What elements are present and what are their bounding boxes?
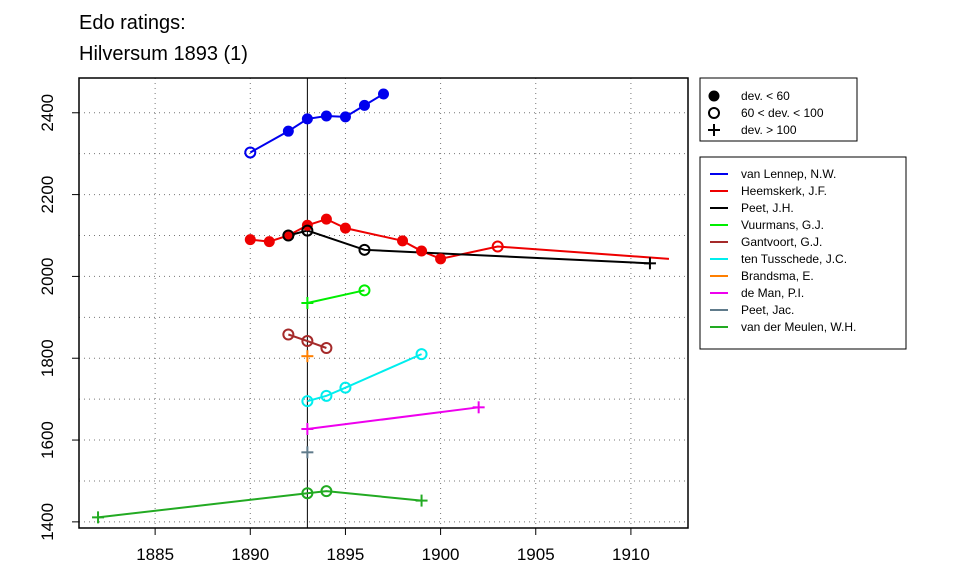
series-line bbox=[288, 333, 327, 349]
grid bbox=[79, 78, 688, 528]
x-tick-label: 1900 bbox=[422, 545, 460, 564]
data-point bbox=[301, 335, 314, 348]
plot-frame bbox=[78, 77, 689, 529]
data-point bbox=[320, 389, 333, 402]
x-tick-label: 1895 bbox=[327, 545, 365, 564]
y-axis: 1400 1600 1800 2000 2200 2400 bbox=[38, 94, 79, 541]
data-point bbox=[320, 110, 332, 122]
data-point bbox=[244, 234, 256, 246]
data-point bbox=[301, 423, 314, 435]
data-point bbox=[301, 297, 314, 309]
y-tick-label: 1600 bbox=[38, 421, 57, 459]
chart-title: Edo ratings: bbox=[79, 12, 186, 34]
series-line bbox=[288, 229, 650, 265]
data-point bbox=[378, 88, 389, 100]
data-point bbox=[320, 342, 333, 354]
data-point bbox=[301, 395, 314, 408]
series-legend-box bbox=[699, 156, 907, 350]
data-point bbox=[263, 236, 275, 248]
x-tick-label: 1905 bbox=[517, 545, 555, 564]
data-point bbox=[358, 243, 371, 256]
marker-legend-symbol bbox=[708, 124, 720, 136]
series-line bbox=[307, 353, 422, 403]
x-axis: 1885 1890 1895 1900 1905 1910 bbox=[136, 528, 650, 564]
y-tick-label: 2400 bbox=[38, 94, 57, 132]
series-legend-label: de Man, P.I. bbox=[741, 286, 804, 300]
data-point bbox=[397, 235, 409, 247]
series-legend-label: Peet, J.H. bbox=[741, 201, 794, 215]
marker-legend-label: 60 < dev. < 100 bbox=[741, 106, 824, 120]
series-legend-label: van Lennep, N.W. bbox=[741, 167, 836, 181]
series-legend-label: Peet, Jac. bbox=[741, 303, 794, 317]
data-point bbox=[320, 213, 332, 225]
series-legend-label: Heemskerk, J.F. bbox=[741, 184, 827, 198]
series-line bbox=[97, 490, 422, 519]
y-tick-label: 2000 bbox=[38, 257, 57, 295]
data-point bbox=[339, 222, 351, 234]
y-tick-label: 1800 bbox=[38, 339, 57, 377]
data-point bbox=[643, 257, 656, 270]
data-point bbox=[282, 328, 295, 341]
marker-legend-box bbox=[699, 77, 858, 142]
data-point bbox=[339, 111, 351, 123]
chart-subtitle: Hilversum 1893 (1) bbox=[79, 43, 248, 65]
x-tick-label: 1890 bbox=[231, 545, 269, 564]
data-point bbox=[415, 494, 428, 507]
data-point bbox=[320, 485, 333, 498]
data-point bbox=[244, 146, 257, 159]
series-line bbox=[250, 218, 670, 260]
series-line bbox=[307, 406, 479, 430]
series-line bbox=[307, 289, 365, 304]
data-point bbox=[415, 348, 428, 361]
data-point bbox=[92, 511, 105, 524]
marker-legend-symbol bbox=[708, 90, 720, 102]
data-point bbox=[301, 224, 314, 237]
data-point bbox=[301, 487, 314, 500]
y-tick-label: 2200 bbox=[38, 176, 57, 214]
data-point bbox=[339, 381, 352, 394]
data-point bbox=[282, 229, 295, 242]
data-point bbox=[472, 401, 485, 414]
data-point bbox=[358, 284, 371, 297]
series-legend-label: ten Tusschede, J.C. bbox=[741, 252, 847, 266]
data-point bbox=[282, 125, 294, 137]
series-legend-label: van der Meulen, W.H. bbox=[741, 320, 856, 334]
series-legend-label: Gantvoort, G.J. bbox=[741, 235, 822, 249]
data-point bbox=[301, 446, 314, 459]
data-point bbox=[301, 113, 313, 125]
chart-title-block: Edo ratings: Hilversum 1893 (1) bbox=[79, 8, 248, 70]
marker-legend-label: dev. < 60 bbox=[741, 89, 790, 103]
data-point bbox=[491, 240, 504, 253]
series-legend: van Lennep, N.W. Heemskerk, J.F. Peet, J.H… bbox=[699, 156, 907, 350]
marker-legend: dev. < 60 60 < dev. < 100 dev. > 100 bbox=[699, 77, 858, 142]
series-legend-label: Brandsma, E. bbox=[741, 269, 814, 283]
x-tick-label: 1885 bbox=[136, 545, 174, 564]
series-legend-label: Vuurmans, G.J. bbox=[741, 218, 824, 232]
series-lines bbox=[97, 93, 670, 519]
x-tick-label: 1910 bbox=[612, 545, 650, 564]
series-markers bbox=[92, 88, 656, 524]
y-tick-label: 1400 bbox=[38, 503, 57, 541]
marker-legend-symbol bbox=[708, 107, 720, 119]
data-point bbox=[416, 245, 428, 257]
marker-legend-label: dev. > 100 bbox=[741, 123, 797, 137]
data-point bbox=[435, 253, 447, 265]
data-point bbox=[358, 99, 370, 111]
data-point bbox=[301, 350, 314, 363]
